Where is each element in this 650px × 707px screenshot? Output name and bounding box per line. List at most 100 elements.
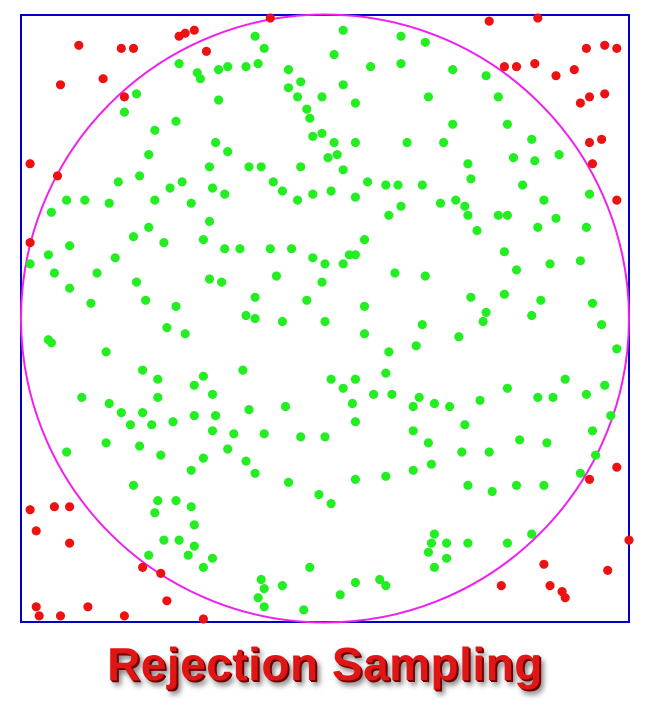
rejected-point — [201, 46, 211, 57]
accepted-point — [381, 471, 391, 481]
accepted-point — [113, 177, 123, 187]
accepted-point — [420, 37, 430, 47]
accepted-point — [153, 392, 163, 402]
rejected-point — [119, 92, 129, 102]
rejected-point — [539, 559, 549, 569]
accepted-point — [508, 153, 519, 163]
accepted-point — [128, 480, 139, 490]
accepted-point — [408, 426, 418, 436]
rejected-point — [569, 65, 579, 75]
rejected-point — [597, 134, 607, 144]
accepted-point — [183, 550, 193, 560]
accepted-point — [131, 277, 142, 287]
rejected-point — [83, 602, 93, 612]
accepted-point — [43, 250, 54, 260]
accepted-point — [548, 392, 558, 402]
accepted-point — [612, 344, 622, 354]
rejected-point — [496, 581, 506, 591]
rejected-point — [581, 43, 592, 54]
accepted-point — [101, 438, 111, 448]
accepted-point — [317, 277, 327, 287]
accepted-point — [277, 186, 287, 196]
accepted-point — [536, 295, 546, 305]
rejected-point — [55, 611, 66, 621]
accepted-point — [180, 329, 190, 339]
accepted-point — [359, 235, 370, 245]
accepted-point — [417, 320, 427, 330]
rejected-point — [25, 505, 35, 515]
accepted-point — [481, 307, 491, 317]
accepted-point — [457, 447, 467, 457]
accepted-point — [241, 62, 251, 72]
accepted-point — [350, 192, 360, 202]
accepted-point — [448, 65, 458, 75]
accepted-point — [527, 134, 537, 144]
rejected-point — [484, 16, 494, 26]
accepted-point — [393, 180, 403, 190]
accepted-point — [384, 347, 394, 357]
rejected-point — [624, 535, 634, 545]
accepted-point — [527, 529, 537, 539]
accepted-point — [600, 380, 610, 390]
accepted-point — [144, 550, 154, 560]
accepted-point — [326, 374, 336, 384]
accepted-point — [308, 131, 318, 141]
accepted-point — [220, 189, 230, 199]
accepted-point — [417, 180, 427, 190]
accepted-point — [65, 283, 75, 293]
accepted-point — [150, 125, 160, 135]
accepted-point — [429, 562, 439, 573]
rejected-point — [128, 43, 139, 54]
accepted-point — [350, 137, 360, 148]
accepted-point — [466, 174, 476, 184]
accepted-point — [487, 486, 497, 497]
accepted-point — [587, 426, 598, 436]
accepted-point — [366, 62, 376, 72]
accepted-point — [481, 71, 491, 81]
accepted-point — [131, 89, 142, 99]
accepted-point — [138, 408, 148, 418]
accepted-point — [515, 435, 525, 445]
accepted-point — [539, 480, 549, 490]
rejected-point — [65, 502, 75, 512]
rejected-point — [265, 13, 275, 23]
accepted-point — [338, 259, 348, 269]
accepted-point — [277, 316, 287, 327]
accepted-point — [442, 538, 452, 548]
accepted-point — [296, 77, 306, 87]
accepted-point — [214, 65, 224, 75]
accepted-point — [423, 438, 433, 448]
accepted-point — [597, 320, 607, 330]
accepted-point — [189, 520, 199, 530]
accepted-point — [204, 216, 215, 226]
accepted-point — [223, 147, 233, 157]
accepted-point — [466, 292, 476, 302]
accepted-point — [350, 417, 360, 427]
accepted-point — [402, 137, 412, 148]
accepted-point — [296, 162, 306, 172]
accepted-point — [198, 371, 208, 381]
rejected-point — [34, 611, 44, 621]
accepted-point — [326, 186, 336, 196]
accepted-point — [478, 316, 488, 327]
accepted-point — [253, 59, 263, 69]
accepted-point — [472, 225, 482, 236]
accepted-point — [539, 195, 549, 205]
rejected-point — [612, 462, 622, 472]
accepted-point — [493, 210, 503, 220]
accepted-point — [207, 553, 218, 563]
accepted-point — [347, 398, 357, 409]
accepted-point — [280, 401, 291, 412]
accepted-point — [381, 581, 391, 591]
accepted-point — [207, 426, 218, 436]
rejected-point — [600, 40, 610, 50]
accepted-point — [463, 538, 473, 548]
accepted-point — [606, 411, 616, 421]
accepted-point — [381, 180, 391, 190]
accepted-point — [147, 420, 157, 430]
accepted-point — [116, 408, 126, 418]
accepted-point — [195, 74, 205, 84]
accepted-point — [317, 128, 327, 138]
accepted-point — [545, 259, 555, 269]
accepted-point — [229, 429, 239, 439]
